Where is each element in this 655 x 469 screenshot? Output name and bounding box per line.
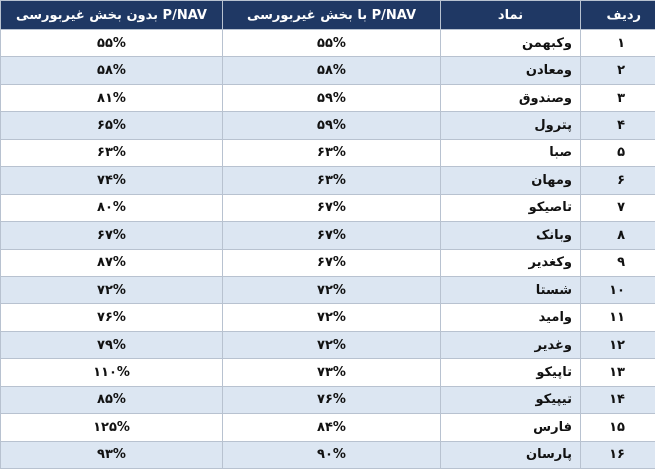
table-cell: ۵۹%	[222, 111, 441, 140]
table-cell: ۶۳%	[222, 138, 441, 168]
table-cell: تاپیکو	[440, 358, 581, 387]
table-cell: وکبهمن	[440, 28, 581, 58]
table-cell: ۱۶	[580, 440, 655, 469]
table-cell: ۹	[580, 248, 655, 277]
table-cell: ۵۹%	[222, 83, 441, 113]
table-cell: ۶۷%	[222, 221, 441, 250]
table-cell: ۱۳	[580, 358, 655, 387]
table-cell: ۷۶%	[0, 303, 223, 332]
table-row: ۶ ومهان ۶۳% ۷۴%	[0, 166, 655, 195]
table-cell: ۶۷%	[222, 193, 441, 223]
table-cell: ۹۰%	[222, 440, 441, 469]
table-cell: ۶۳%	[0, 138, 223, 168]
table-cell: صبا	[440, 138, 581, 168]
table-cell: ۱	[580, 28, 655, 58]
table-row: ۱۳ تاپیکو ۷۳% ۱۱۰%	[0, 358, 655, 387]
table-cell: وغدیر	[440, 330, 581, 360]
table-cell: ۱۴	[580, 385, 655, 415]
table-cell: ۷۲%	[222, 330, 441, 360]
table-cell: ۸۴%	[222, 413, 441, 442]
table-cell: ۷۹%	[0, 330, 223, 360]
table-cell: ۱۰	[580, 275, 655, 305]
table-cell: وبانک	[440, 221, 581, 250]
table-cell: ۵۸%	[0, 56, 223, 85]
table-row: ۵ صبا ۶۳% ۶۳%	[0, 138, 655, 168]
table-cell: وامید	[440, 303, 581, 332]
table-cell: فارس	[440, 413, 581, 442]
table-cell: ۸۱%	[0, 83, 223, 113]
table-row: ۱۲ وغدیر ۷۲% ۷۹%	[0, 330, 655, 360]
table-row: ۱۴ تیپیکو ۷۶% ۸۵%	[0, 385, 655, 415]
table-cell: ۷	[580, 193, 655, 223]
table-cell: تاصیکو	[440, 193, 581, 223]
table-cell: پارسان	[440, 440, 581, 469]
header-cell: P/NAV با بخش غیربورسی	[222, 0, 441, 30]
table-cell: ۱۵	[580, 413, 655, 442]
table-row: ۱۱ وامید ۷۲% ۷۶%	[0, 303, 655, 332]
table-cell: ۷۶%	[222, 385, 441, 415]
table-row: ۸ وبانک ۶۷% ۶۷%	[0, 221, 655, 250]
table-cell: ۶۵%	[0, 111, 223, 140]
table-cell: ۶۳%	[222, 166, 441, 195]
header-cell: ردیف	[580, 0, 655, 30]
table-row: ۱ وکبهمن ۵۵% ۵۵%	[0, 28, 655, 58]
header-row: ردیف نماد P/NAV با بخش غیربورسی P/NAV بدون …	[0, 0, 655, 30]
table-cell: ۵۸%	[222, 56, 441, 85]
table-cell: ۵۵%	[0, 28, 223, 58]
table-cell: ۶۷%	[222, 248, 441, 277]
table-cell: ۷۲%	[222, 303, 441, 332]
header-cell: P/NAV بدون بخش غیربورسی	[0, 0, 223, 30]
table-cell: وصندوق	[440, 83, 581, 113]
table-cell: ۸۷%	[0, 248, 223, 277]
header-cell: نماد	[440, 0, 581, 30]
table-cell: ۱۱۰%	[0, 358, 223, 387]
table-row: ۳ وصندوق ۵۹% ۸۱%	[0, 83, 655, 113]
table-cell: ۹۳%	[0, 440, 223, 469]
table-cell: ۶۷%	[0, 221, 223, 250]
table-cell: ۸	[580, 221, 655, 250]
table-cell: ۳	[580, 83, 655, 113]
table-cell: ۸۰%	[0, 193, 223, 223]
table-row: ۹ وکغدیر ۶۷% ۸۷%	[0, 248, 655, 277]
table-cell: ۱۲	[580, 330, 655, 360]
table-cell: ومعادن	[440, 56, 581, 85]
table-cell: ۴	[580, 111, 655, 140]
table-cell: ومهان	[440, 166, 581, 195]
table-cell: ۲	[580, 56, 655, 85]
table-cell: ۱۱	[580, 303, 655, 332]
table-cell: تیپیکو	[440, 385, 581, 415]
table-cell: ۸۵%	[0, 385, 223, 415]
table-cell: ۶	[580, 166, 655, 195]
table-row: ۴ پترول ۵۹% ۶۵%	[0, 111, 655, 140]
table-cell: شستا	[440, 275, 581, 305]
table-cell: ۷۴%	[0, 166, 223, 195]
table-cell: پترول	[440, 111, 581, 140]
table-cell: ۵	[580, 138, 655, 168]
table-row: ۱۰ شستا ۷۲% ۷۲%	[0, 275, 655, 305]
table-body: ۱ وکبهمن ۵۵% ۵۵% ۲ ومعادن ۵۸% ۵۸% ۳ وصندوق ۵۹% ۸۱% ۴…	[0, 28, 655, 469]
table-row: ۷ تاصیکو ۶۷% ۸۰%	[0, 193, 655, 223]
table-row: ۱۵ فارس ۸۴% ۱۲۵%	[0, 413, 655, 442]
table-cell: ۵۵%	[222, 28, 441, 58]
table-cell: ۷۲%	[222, 275, 441, 305]
table-cell: ۷۲%	[0, 275, 223, 305]
table-row: ۲ ومعادن ۵۸% ۵۸%	[0, 56, 655, 85]
table-cell: ۷۳%	[222, 358, 441, 387]
table-cell: ۱۲۵%	[0, 413, 223, 442]
table-cell: وکغدیر	[440, 248, 581, 277]
table-row: ۱۶ پارسان ۹۰% ۹۳%	[0, 440, 655, 469]
